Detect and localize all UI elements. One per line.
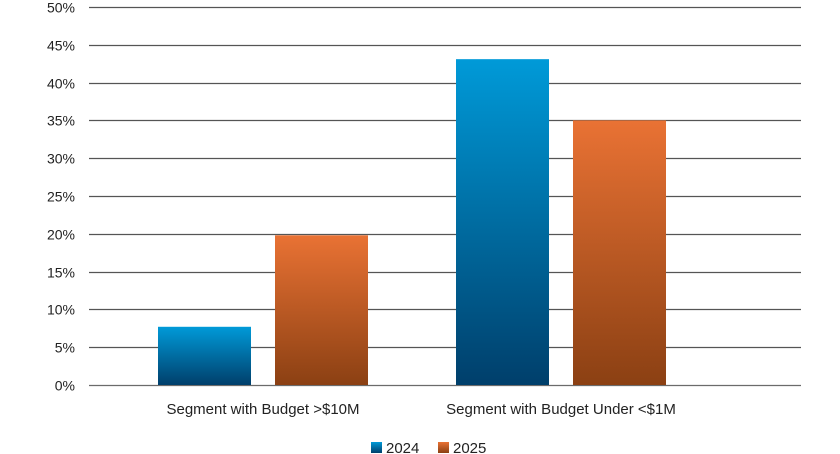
bar-2024 xyxy=(456,59,549,385)
y-tick-label: 20% xyxy=(47,227,75,243)
legend-swatch-2025 xyxy=(438,442,449,453)
y-tick-label: 40% xyxy=(47,76,75,92)
x-category-label: Segment with Budget Under <$1M xyxy=(446,401,676,418)
y-tick-label: 35% xyxy=(47,113,75,129)
y-tick-label: 5% xyxy=(55,340,75,356)
y-tick-label: 45% xyxy=(47,38,75,54)
y-tick-label: 30% xyxy=(47,151,75,167)
y-tick-label: 10% xyxy=(47,302,75,318)
legend-label: 2024 xyxy=(386,440,419,454)
x-axis-labels: Segment with Budget >$10M Segment with Bu… xyxy=(166,401,675,418)
legend-swatch-2024 xyxy=(371,442,382,453)
y-axis-ticks: 0% 5% 10% 15% 20% 25% 30% 35% 40% 45% 50% xyxy=(47,0,75,394)
bars xyxy=(158,59,666,386)
legend: 2024 2025 xyxy=(371,440,486,454)
y-tick-label: 15% xyxy=(47,265,75,281)
y-tick-label: 0% xyxy=(55,378,75,394)
legend-label: 2025 xyxy=(453,440,486,454)
bar-2025 xyxy=(573,120,666,386)
bar-2025 xyxy=(275,235,368,385)
x-category-label: Segment with Budget >$10M xyxy=(166,401,359,418)
y-tick-label: 50% xyxy=(47,0,75,16)
y-tick-label: 25% xyxy=(47,189,75,205)
bar-2024 xyxy=(158,326,251,385)
